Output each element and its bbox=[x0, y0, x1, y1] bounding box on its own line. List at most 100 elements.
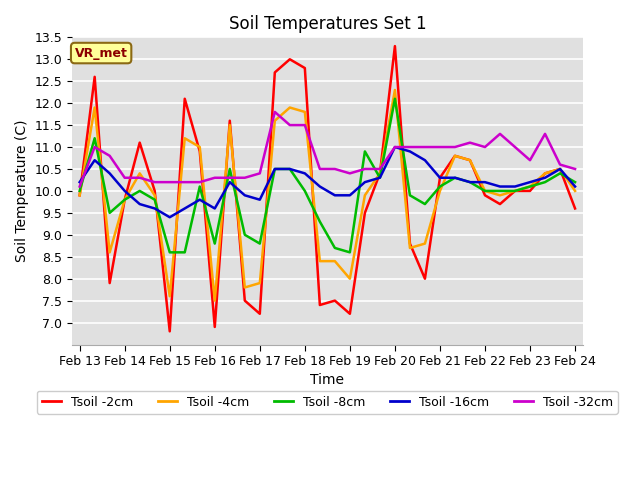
Tsoil -2cm bbox=[556, 166, 564, 172]
Tsoil -32cm bbox=[181, 179, 189, 185]
Tsoil -16cm bbox=[541, 175, 549, 180]
Line: Tsoil -8cm: Tsoil -8cm bbox=[79, 99, 575, 252]
Tsoil -2cm bbox=[91, 74, 99, 80]
Tsoil -32cm bbox=[556, 162, 564, 168]
Tsoil -4cm bbox=[226, 122, 234, 128]
Tsoil -32cm bbox=[361, 166, 369, 172]
Tsoil -2cm bbox=[391, 43, 399, 49]
Tsoil -4cm bbox=[572, 188, 579, 194]
Tsoil -8cm bbox=[346, 250, 354, 255]
Tsoil -4cm bbox=[76, 192, 83, 198]
Tsoil -16cm bbox=[346, 192, 354, 198]
Tsoil -2cm bbox=[421, 276, 429, 282]
Tsoil -16cm bbox=[196, 197, 204, 203]
Tsoil -16cm bbox=[451, 175, 459, 180]
Tsoil -32cm bbox=[136, 175, 143, 180]
Tsoil -4cm bbox=[556, 166, 564, 172]
Tsoil -32cm bbox=[391, 144, 399, 150]
Tsoil -16cm bbox=[406, 148, 414, 154]
Tsoil -2cm bbox=[496, 201, 504, 207]
Tsoil -4cm bbox=[361, 192, 369, 198]
Tsoil -8cm bbox=[541, 179, 549, 185]
Tsoil -2cm bbox=[526, 188, 534, 194]
Tsoil -2cm bbox=[316, 302, 324, 308]
Tsoil -16cm bbox=[391, 144, 399, 150]
Tsoil -16cm bbox=[556, 166, 564, 172]
Tsoil -2cm bbox=[286, 56, 294, 62]
Tsoil -2cm bbox=[481, 192, 489, 198]
Tsoil -32cm bbox=[211, 175, 219, 180]
Tsoil -8cm bbox=[526, 184, 534, 190]
Tsoil -4cm bbox=[541, 170, 549, 176]
Tsoil -4cm bbox=[421, 240, 429, 246]
Legend: Tsoil -2cm, Tsoil -4cm, Tsoil -8cm, Tsoil -16cm, Tsoil -32cm: Tsoil -2cm, Tsoil -4cm, Tsoil -8cm, Tsoi… bbox=[37, 391, 618, 414]
Tsoil -4cm bbox=[316, 258, 324, 264]
Tsoil -32cm bbox=[241, 175, 248, 180]
Tsoil -4cm bbox=[211, 298, 219, 303]
Tsoil -4cm bbox=[241, 285, 248, 290]
Tsoil -16cm bbox=[301, 170, 308, 176]
Tsoil -32cm bbox=[541, 131, 549, 137]
Tsoil -32cm bbox=[526, 157, 534, 163]
Tsoil -16cm bbox=[121, 188, 129, 194]
Tsoil -8cm bbox=[121, 197, 129, 203]
Tsoil -2cm bbox=[166, 328, 173, 334]
Tsoil -32cm bbox=[151, 179, 159, 185]
Tsoil -4cm bbox=[481, 188, 489, 194]
Tsoil -16cm bbox=[106, 170, 113, 176]
Tsoil -4cm bbox=[526, 184, 534, 190]
Tsoil -8cm bbox=[572, 179, 579, 185]
Tsoil -2cm bbox=[466, 157, 474, 163]
Tsoil -16cm bbox=[241, 192, 248, 198]
Text: VR_met: VR_met bbox=[75, 47, 127, 60]
Tsoil -4cm bbox=[451, 153, 459, 159]
Tsoil -16cm bbox=[151, 205, 159, 211]
Tsoil -16cm bbox=[76, 179, 83, 185]
Tsoil -4cm bbox=[106, 250, 113, 255]
Tsoil -2cm bbox=[376, 170, 384, 176]
Tsoil -32cm bbox=[166, 179, 173, 185]
Tsoil -4cm bbox=[136, 170, 143, 176]
Tsoil -4cm bbox=[196, 144, 204, 150]
Tsoil -4cm bbox=[496, 192, 504, 198]
Tsoil -8cm bbox=[166, 250, 173, 255]
Tsoil -16cm bbox=[286, 166, 294, 172]
Tsoil -4cm bbox=[331, 258, 339, 264]
Tsoil -16cm bbox=[361, 179, 369, 185]
Tsoil -16cm bbox=[331, 192, 339, 198]
Tsoil -16cm bbox=[436, 175, 444, 180]
Tsoil -32cm bbox=[121, 175, 129, 180]
Tsoil -16cm bbox=[376, 175, 384, 180]
Tsoil -8cm bbox=[406, 192, 414, 198]
Tsoil -32cm bbox=[451, 144, 459, 150]
Tsoil -4cm bbox=[406, 245, 414, 251]
Tsoil -8cm bbox=[226, 166, 234, 172]
Tsoil -32cm bbox=[76, 184, 83, 190]
Tsoil -32cm bbox=[436, 144, 444, 150]
Tsoil -16cm bbox=[511, 184, 519, 190]
Line: Tsoil -4cm: Tsoil -4cm bbox=[79, 90, 575, 300]
Tsoil -32cm bbox=[376, 166, 384, 172]
Tsoil -8cm bbox=[76, 188, 83, 194]
Tsoil -2cm bbox=[451, 153, 459, 159]
Tsoil -4cm bbox=[376, 170, 384, 176]
Tsoil -8cm bbox=[316, 219, 324, 225]
Tsoil -8cm bbox=[496, 188, 504, 194]
Tsoil -4cm bbox=[436, 188, 444, 194]
Tsoil -2cm bbox=[106, 280, 113, 286]
Tsoil -32cm bbox=[226, 175, 234, 180]
Tsoil -8cm bbox=[241, 232, 248, 238]
Tsoil -2cm bbox=[256, 311, 264, 317]
Tsoil -2cm bbox=[241, 298, 248, 303]
Tsoil -16cm bbox=[136, 201, 143, 207]
Tsoil -8cm bbox=[421, 201, 429, 207]
Line: Tsoil -16cm: Tsoil -16cm bbox=[79, 147, 575, 217]
Tsoil -16cm bbox=[226, 179, 234, 185]
Tsoil -8cm bbox=[91, 135, 99, 141]
Tsoil -4cm bbox=[166, 293, 173, 299]
Tsoil -16cm bbox=[166, 215, 173, 220]
Tsoil -4cm bbox=[271, 118, 278, 123]
X-axis label: Time: Time bbox=[310, 373, 344, 387]
Tsoil -2cm bbox=[331, 298, 339, 303]
Tsoil -4cm bbox=[286, 105, 294, 110]
